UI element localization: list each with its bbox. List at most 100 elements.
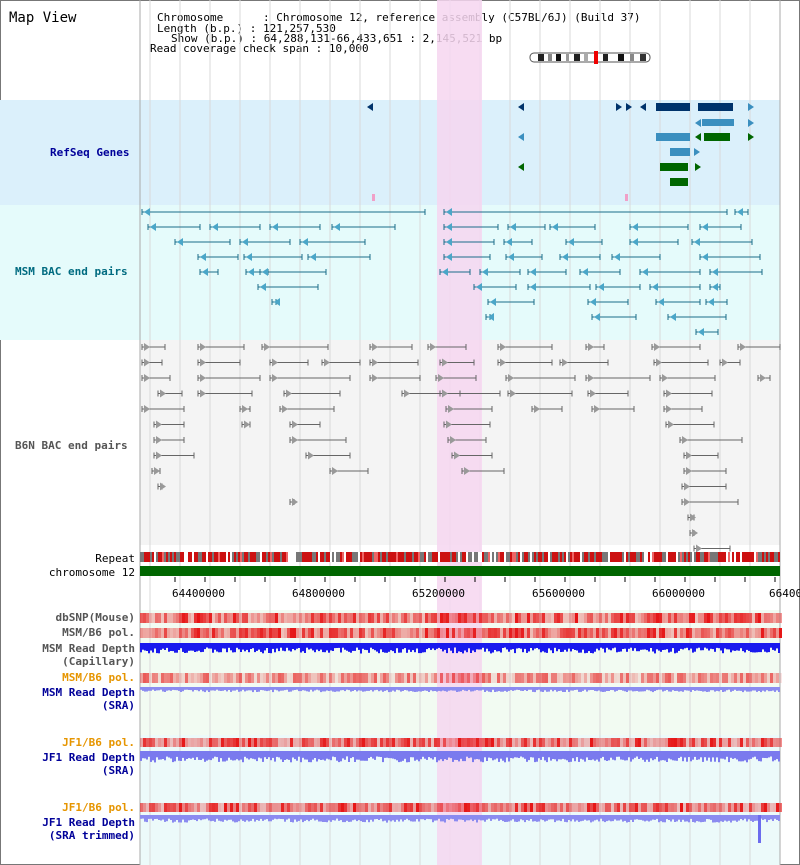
selection-highlight[interactable] bbox=[437, 0, 482, 865]
jf1-depth-trim-bar bbox=[154, 815, 156, 819]
refseq-gene-features[interactable] bbox=[367, 103, 754, 201]
jf1-depth-bar bbox=[592, 751, 594, 760]
msm-depth-sra-bar bbox=[774, 687, 776, 692]
jf1-b6-pol-2-cell bbox=[203, 803, 206, 812]
dbsnp-cell bbox=[440, 613, 443, 623]
msm-depth-sra-bar bbox=[690, 687, 692, 692]
polymorphism-heatmaps[interactable] bbox=[140, 613, 782, 812]
msm-b6-pol-sra-cell bbox=[776, 673, 779, 683]
jf1-depth-trim-bar bbox=[622, 815, 624, 822]
msm-b6-pol-sra-cell bbox=[248, 673, 251, 683]
msm-b6-pol-cell bbox=[488, 628, 491, 638]
msm-b6-pol-sra-cell bbox=[179, 673, 182, 683]
repeat-segment bbox=[176, 552, 178, 562]
jf1-depth-trim-bar bbox=[746, 815, 748, 822]
jf1-depth-trim-bar bbox=[366, 815, 368, 820]
dbsnp-cell bbox=[740, 613, 743, 623]
msm-read-depth-sra-label[interactable]: MSM Read Depth bbox=[42, 686, 135, 699]
jf1-b6-pol-2-cell bbox=[581, 803, 584, 812]
jf1-depth-trim-bar bbox=[718, 815, 720, 823]
dbsnp-cell bbox=[506, 613, 509, 623]
jf1-depth-bar bbox=[550, 751, 552, 761]
msm-depth-cap-bar bbox=[724, 643, 726, 649]
b6n-bac-label[interactable]: B6N BAC end pairs bbox=[15, 439, 128, 452]
dbsnp-cell bbox=[458, 613, 461, 623]
jf1-b6-pol-cell bbox=[473, 738, 476, 747]
repeat-segment bbox=[340, 552, 342, 562]
jf1-b6-pol-cell bbox=[380, 738, 383, 747]
jf1-b6-pol-cell bbox=[143, 738, 146, 747]
jf1-depth-bar bbox=[184, 751, 186, 761]
jf1-read-depth-label-2[interactable]: JF1 Read Depth bbox=[42, 816, 135, 829]
jf1-b6-pol-2-cell bbox=[725, 803, 728, 812]
chromosome-bar[interactable] bbox=[140, 566, 780, 582]
msm-b6-pol-sra-cell bbox=[419, 673, 422, 683]
gene-feature bbox=[670, 148, 690, 156]
msm-depth-cap-bar bbox=[654, 643, 656, 654]
jf1-depth-trim-bar bbox=[774, 815, 776, 819]
repeat-track[interactable] bbox=[140, 552, 780, 562]
msm-depth-sra-bar bbox=[540, 687, 542, 692]
read-depth-tracks[interactable] bbox=[140, 643, 780, 843]
msm-bac-features[interactable] bbox=[141, 208, 763, 336]
dbsnp-cell bbox=[626, 613, 629, 623]
jf1-depth-bar bbox=[372, 751, 374, 759]
jf1-b6-pol-2-cell bbox=[407, 803, 410, 812]
jf1-b6-pol-cell bbox=[596, 738, 599, 747]
msm-depth-cap-bar bbox=[564, 643, 566, 650]
jf1-depth-trim-bar bbox=[550, 815, 552, 820]
msm-bac-label[interactable]: MSM BAC end pairs bbox=[15, 265, 128, 278]
msm-read-depth-cap-label[interactable]: MSM Read Depth bbox=[42, 642, 135, 655]
msm-b6-pol-cell bbox=[167, 628, 170, 638]
msm-b6-pol-sra-cell bbox=[623, 673, 626, 683]
dbsnp-cell bbox=[212, 613, 215, 623]
jf1-b6-pol-2-cell bbox=[707, 803, 710, 812]
msm-b6-pol-sra-label[interactable]: MSM/B6 pol. bbox=[62, 671, 135, 684]
msm-depth-cap-bar bbox=[688, 643, 690, 651]
jf1-depth-bar bbox=[728, 751, 730, 763]
msm-b6-pol-cell bbox=[224, 628, 227, 638]
jf1-depth-trim-bar bbox=[596, 815, 598, 820]
msm-b6-pol-sra-cell bbox=[569, 673, 572, 683]
jf1-depth-trim-bar bbox=[380, 815, 382, 819]
msm-depth-cap-bar bbox=[264, 643, 266, 651]
jf1-b6-pol-2-cell bbox=[188, 803, 191, 812]
msm-depth-cap-bar bbox=[314, 643, 316, 653]
repeat-segment bbox=[454, 552, 456, 562]
jf1-depth-trim-bar bbox=[456, 815, 458, 822]
refseq-genes-label[interactable]: RefSeq Genes bbox=[50, 146, 130, 159]
jf1-depth-bar bbox=[366, 751, 368, 761]
msm-depth-cap-bar bbox=[254, 643, 256, 653]
repeat-segment bbox=[486, 552, 488, 562]
jf1-depth-trim-bar bbox=[288, 815, 290, 819]
dbsnp-label[interactable]: dbSNP(Mouse) bbox=[55, 611, 135, 624]
ideogram-band bbox=[538, 54, 544, 61]
dbsnp-cell bbox=[542, 613, 545, 623]
msm-b6-pol-sra-cell bbox=[458, 673, 461, 683]
jf1-b6-pol-label-1[interactable]: JF1/B6 pol. bbox=[62, 736, 135, 749]
jf1-b6-pol-2-cell bbox=[317, 803, 320, 812]
jf1-depth-bar bbox=[472, 751, 474, 763]
msm-b6-pol-cell bbox=[275, 628, 278, 638]
jf1-b6-pol-label-2[interactable]: JF1/B6 pol. bbox=[62, 801, 135, 814]
b6n-bac-features[interactable] bbox=[141, 343, 781, 553]
jf1-depth-trim-bar bbox=[304, 815, 306, 821]
jf1-b6-pol-cell bbox=[254, 738, 257, 747]
jf1-depth-trim-bar bbox=[278, 815, 280, 819]
jf1-depth-bar bbox=[518, 751, 520, 758]
chromosome-ideogram[interactable] bbox=[529, 51, 651, 64]
msm-b6-pol-label[interactable]: MSM/B6 pol. bbox=[62, 626, 135, 639]
msm-b6-pol-cell bbox=[407, 628, 410, 638]
jf1-read-depth-label-1[interactable]: JF1 Read Depth bbox=[42, 751, 135, 764]
jf1-depth-trim-bar bbox=[578, 815, 580, 822]
repeat-segment bbox=[646, 552, 648, 562]
msm-depth-cap-bar bbox=[692, 643, 694, 653]
repeat-segment bbox=[508, 552, 510, 562]
msm-depth-sra-bar bbox=[262, 687, 264, 691]
msm-depth-cap-bar bbox=[268, 643, 270, 653]
b6n-bac-end bbox=[666, 389, 672, 398]
msm-bac-end bbox=[702, 253, 708, 261]
dbsnp-cell bbox=[317, 613, 320, 623]
jf1-depth-bar bbox=[698, 751, 700, 760]
